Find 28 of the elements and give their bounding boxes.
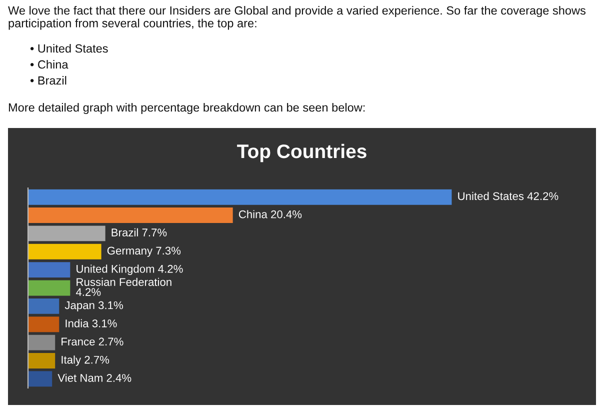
bar: [28, 316, 60, 332]
text: • Brazil: [30, 76, 66, 85]
bar: [28, 280, 70, 296]
data-label: Brazil 7.7%: [112, 228, 167, 236]
data-label: France 2.7%: [62, 338, 124, 346]
data-label: Russian Federation 4.2%: [76, 278, 172, 296]
data-label: Italy 2.7%: [62, 356, 110, 366]
text: We love the fact that there our Insiders are Global and provide a varied experience. So far the coverage shows participation from several countries, the top are:: [8, 6, 586, 30]
bar: [28, 298, 60, 314]
data-label: Germany 7.3%: [107, 246, 181, 257]
data-label: China 20.4%: [238, 210, 302, 218]
data-label: Japan 3.1%: [64, 301, 123, 312]
data-label: United Kingdom 4.2%: [76, 264, 183, 275]
bar: [28, 262, 70, 278]
bar: [28, 208, 233, 223]
chart-title: Top Countries: [237, 144, 366, 162]
bar: [28, 371, 52, 387]
bar: [28, 353, 56, 368]
data-label: India 3.1%: [66, 319, 117, 328]
bar: [28, 334, 56, 350]
data-label: Viet Nam 2.4%: [58, 374, 132, 382]
data-label: United States 42.2%: [458, 192, 558, 200]
bar: [28, 189, 452, 205]
text: • United States: [30, 44, 108, 53]
bar: [28, 244, 102, 260]
text: • China: [30, 60, 68, 69]
text: More detailed graph with percentage breakdown can be seen below:: [8, 103, 365, 114]
bar: [28, 226, 106, 242]
